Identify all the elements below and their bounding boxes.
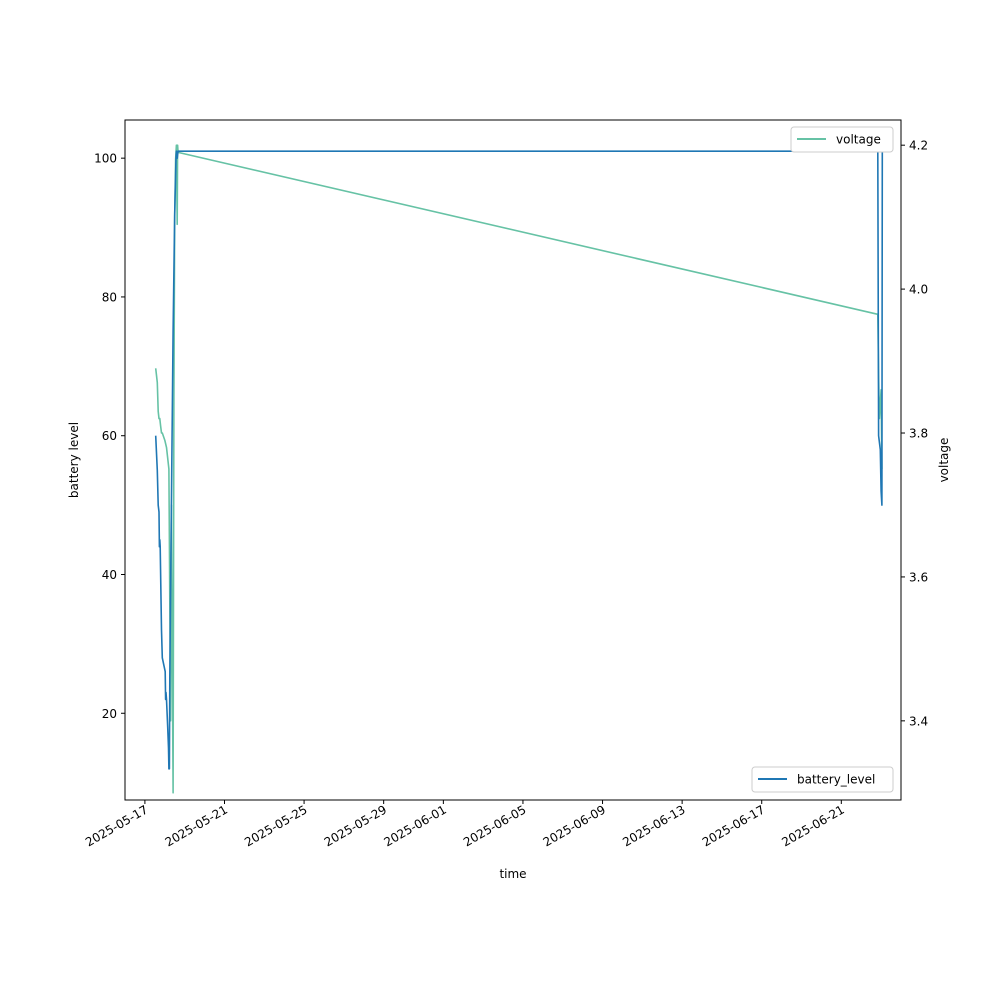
legend-battery-level-label: battery_level bbox=[797, 773, 875, 787]
y-left-tick-label: 100 bbox=[94, 152, 117, 166]
x-axis: 2025-05-17 2025-05-21 2025-05-25 2025-05-29… bbox=[83, 800, 847, 849]
x-tick-label: 2025-06-13 bbox=[620, 802, 687, 849]
y-right-tick-label: 3.8 bbox=[909, 427, 928, 441]
y-left-tick-label: 60 bbox=[102, 429, 117, 443]
x-tick-label: 2025-05-25 bbox=[242, 802, 309, 849]
series-layer bbox=[154, 144, 884, 794]
y-right-tick-label: 4.0 bbox=[909, 283, 928, 297]
x-axis-title: time bbox=[499, 867, 526, 881]
y-axis-right-title: voltage bbox=[937, 438, 951, 483]
legend-voltage-label: voltage bbox=[836, 133, 881, 147]
series-line-battery-level bbox=[154, 150, 884, 770]
legend-battery-level: battery_level bbox=[751, 766, 894, 793]
legend-voltage: voltage bbox=[790, 126, 894, 153]
y-left-tick-label: 40 bbox=[102, 568, 117, 582]
legend-voltage-box bbox=[790, 126, 894, 153]
y-axis-left: 20 40 60 80 100 bbox=[94, 152, 125, 721]
legend-battery-level-box bbox=[751, 766, 894, 793]
y-right-tick-label: 3.6 bbox=[909, 570, 928, 584]
y-left-tick-label: 80 bbox=[102, 290, 117, 304]
series-line-voltage bbox=[154, 144, 883, 794]
x-tick-label: 2025-06-05 bbox=[461, 802, 528, 849]
x-tick-label: 2025-05-21 bbox=[163, 802, 230, 849]
y-right-tick-label: 3.4 bbox=[909, 714, 928, 728]
y-left-tick-label: 20 bbox=[102, 707, 117, 721]
y-axis-left-title: battery level bbox=[67, 422, 81, 498]
y-right-tick-label: 4.2 bbox=[909, 139, 928, 153]
x-tick-label: 2025-06-21 bbox=[779, 802, 846, 849]
x-tick-label: 2025-06-01 bbox=[381, 802, 448, 849]
x-tick-label: 2025-06-17 bbox=[700, 802, 767, 849]
y-axis-right: 3.4 3.6 3.8 4.0 4.2 bbox=[901, 139, 928, 728]
x-tick-label: 2025-05-29 bbox=[322, 802, 389, 849]
x-tick-label: 2025-06-09 bbox=[541, 802, 608, 849]
x-tick-label: 2025-05-17 bbox=[83, 802, 150, 849]
plot-frame bbox=[124, 119, 902, 801]
